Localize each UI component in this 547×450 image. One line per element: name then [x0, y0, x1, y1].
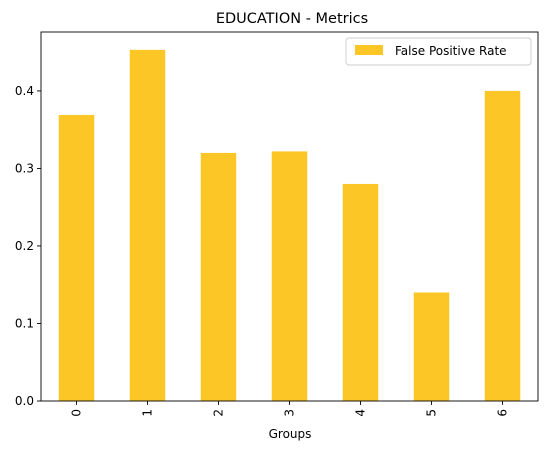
legend-swatch	[355, 45, 383, 55]
bar-3	[271, 151, 308, 401]
bar-4	[342, 183, 379, 401]
bar-0	[58, 114, 95, 401]
x-tick-label: 1	[141, 409, 155, 417]
chart-title: EDUCATION - Metrics	[216, 11, 368, 27]
x-axis: 0 1 2 3 4 5 6	[70, 401, 510, 417]
bars-group	[58, 49, 521, 402]
bar-1	[129, 49, 166, 401]
bar-2	[200, 152, 237, 401]
bar-6	[484, 90, 521, 402]
x-tick-label: 5	[425, 409, 439, 417]
legend-box	[345, 37, 532, 66]
y-tick-label: 0.4	[15, 84, 34, 98]
x-tick-label: 4	[354, 409, 368, 417]
x-tick-label: 6	[496, 409, 510, 417]
x-tick-label: 2	[212, 409, 226, 417]
x-tick-label: 3	[283, 409, 297, 417]
bar-5	[413, 292, 450, 401]
plot-frame	[40, 31, 539, 402]
y-tick-label: 0.3	[15, 161, 34, 175]
y-tick-label: 0.0	[15, 394, 34, 408]
y-tick-label: 0.2	[15, 239, 34, 253]
legend: False Positive Rate	[345, 37, 532, 66]
y-tick-label: 0.1	[15, 316, 34, 330]
x-tick-label: 0	[70, 409, 84, 417]
legend-label: False Positive Rate	[395, 44, 507, 58]
y-axis: 0.0 0.1 0.2 0.3 0.4	[15, 84, 41, 408]
x-axis-label: Groups	[269, 427, 312, 441]
